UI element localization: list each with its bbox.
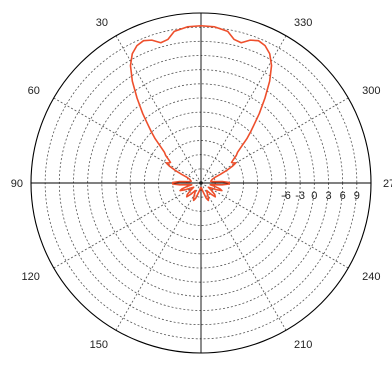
grid-spoke: [200, 97, 349, 184]
angle-tick-label: 300: [362, 85, 380, 97]
grid-spoke: [200, 35, 287, 184]
radial-tick-label: 9: [354, 190, 360, 202]
radiation-pattern-line: [129, 24, 273, 202]
grid-spoke: [115, 182, 202, 331]
angle-tick-label: 60: [28, 85, 40, 97]
angle-tick-label: 0: [198, 0, 204, 2]
angle-tick-label: 270: [383, 178, 392, 190]
angle-tick-label: 30: [96, 17, 108, 29]
grid-spoke: [53, 182, 202, 269]
radial-tick-label: 6: [340, 190, 346, 202]
grid-spoke: [53, 97, 202, 184]
angle-tick-label: 210: [294, 339, 312, 351]
axis-layer: [30, 12, 372, 354]
angle-tick-label: 150: [90, 339, 108, 351]
grid-spoke: [200, 182, 287, 331]
angle-tick-label: 330: [294, 17, 312, 29]
grid-spoke: [115, 35, 202, 184]
angle-tick-label: 120: [22, 271, 40, 283]
radial-tick-label: -6: [281, 190, 291, 202]
radial-tick-label: -3: [295, 190, 305, 202]
outer-ring: [30, 12, 372, 354]
grid-spoke: [200, 182, 349, 269]
radial-tick-label: 3: [325, 190, 331, 202]
series-layer: [129, 24, 273, 202]
angle-tick-label: 90: [11, 178, 23, 190]
radial-tick-label: 0: [311, 190, 317, 202]
angle-tick-label: 240: [362, 271, 380, 283]
